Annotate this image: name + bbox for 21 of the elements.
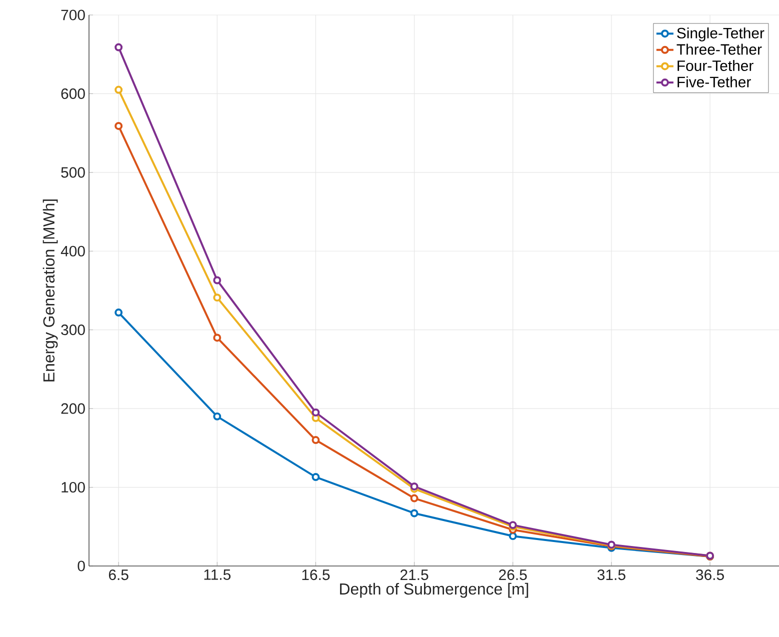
x-tick-label: 21.5 <box>400 570 428 580</box>
x-tick-label: 31.5 <box>597 570 626 580</box>
legend-label: Four-Tether <box>678 60 754 72</box>
x-tick-label: 16.5 <box>302 570 330 580</box>
y-tick-label: 400 <box>60 246 85 256</box>
x-tick-label: 11.5 <box>204 570 231 580</box>
legend-label: Single-Tether <box>677 27 764 42</box>
x-axis-title: Depth of Submergence [m] <box>340 582 528 598</box>
y-tick-label: 0 <box>78 560 85 572</box>
y-axis-title: Energy Generation [MWh] <box>42 200 58 382</box>
x-tick-label: 6.5 <box>108 570 128 580</box>
y-tick-label: 300 <box>61 324 85 336</box>
x-tick-label: 36.5 <box>696 570 724 580</box>
y-tick-label: 200 <box>61 403 85 414</box>
y-tick-label: 700 <box>61 10 85 20</box>
legend-label: Five-Tether <box>678 76 751 88</box>
x-tick-label: 26.5 <box>499 570 527 580</box>
legend-label: Three-Tether <box>676 44 762 55</box>
y-tick-label: 100 <box>62 482 85 493</box>
y-tick-label: 600 <box>61 88 85 99</box>
y-tick-label: 500 <box>61 167 85 178</box>
